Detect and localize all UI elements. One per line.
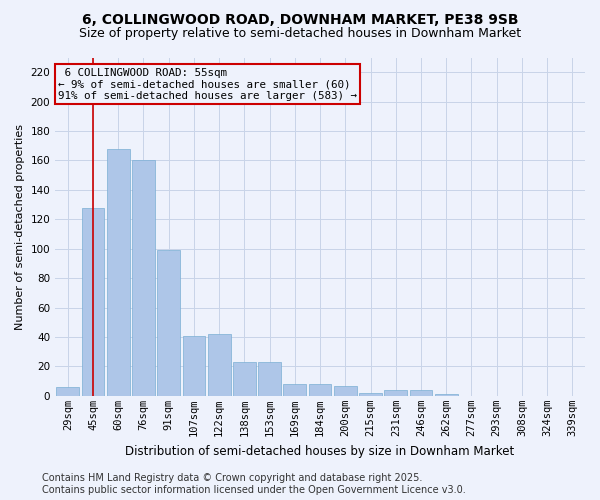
- Text: Size of property relative to semi-detached houses in Downham Market: Size of property relative to semi-detach…: [79, 28, 521, 40]
- Bar: [82, 208, 104, 396]
- Text: 6, COLLINGWOOD ROAD, DOWNHAM MARKET, PE38 9SB: 6, COLLINGWOOD ROAD, DOWNHAM MARKET, PE3…: [82, 12, 518, 26]
- Bar: [132, 160, 155, 396]
- X-axis label: Distribution of semi-detached houses by size in Downham Market: Distribution of semi-detached houses by …: [125, 444, 515, 458]
- Bar: [233, 362, 256, 396]
- Bar: [435, 394, 458, 396]
- Y-axis label: Number of semi-detached properties: Number of semi-detached properties: [15, 124, 25, 330]
- Bar: [359, 393, 382, 396]
- Bar: [410, 390, 433, 396]
- Bar: [182, 336, 205, 396]
- Bar: [334, 386, 356, 396]
- Text: 6 COLLINGWOOD ROAD: 55sqm
← 9% of semi-detached houses are smaller (60)
91% of s: 6 COLLINGWOOD ROAD: 55sqm ← 9% of semi-d…: [58, 68, 357, 101]
- Bar: [208, 334, 230, 396]
- Bar: [258, 362, 281, 396]
- Bar: [107, 148, 130, 396]
- Bar: [56, 387, 79, 396]
- Bar: [283, 384, 306, 396]
- Text: Contains HM Land Registry data © Crown copyright and database right 2025.
Contai: Contains HM Land Registry data © Crown c…: [42, 474, 466, 495]
- Bar: [309, 384, 331, 396]
- Bar: [385, 390, 407, 396]
- Bar: [157, 250, 180, 396]
